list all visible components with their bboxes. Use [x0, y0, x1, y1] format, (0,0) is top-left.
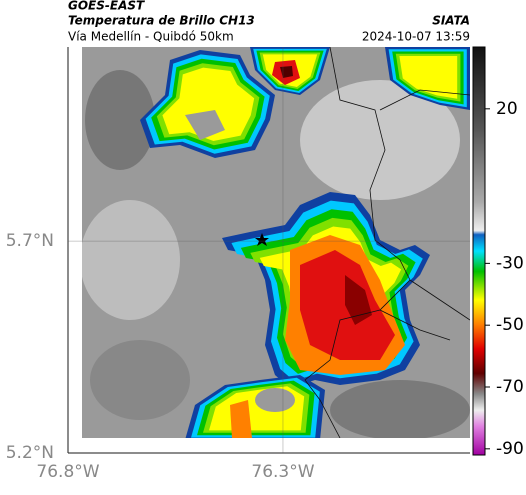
cloud-core: [230, 400, 252, 438]
cloud-core: [280, 66, 293, 78]
colorbar-tick-label: -50: [496, 315, 524, 335]
cloud-core: [185, 110, 225, 140]
x-tick-label: 76.8°W: [36, 462, 99, 482]
datetime: 2024-10-07 13:59: [362, 30, 470, 44]
subtitle: Vía Medellín - Quibdó 50km: [68, 30, 234, 44]
title: Temperatura de Brillo CH13: [68, 14, 255, 28]
y-tick-label: 5.2°N: [6, 443, 54, 463]
x-tick-label: 76.3°W: [251, 462, 314, 482]
axes: 76.8°W 76.3°W 5.7°N 5.2°N: [6, 47, 470, 482]
colorbar-tick-label: -70: [496, 377, 524, 397]
cloud-core: [255, 388, 295, 412]
colorbar-tick-label: -30: [496, 253, 524, 273]
colorbar-tick-label: 20: [496, 99, 518, 119]
source: GOES-EAST: [68, 0, 145, 13]
y-tick-label: 5.7°N: [6, 231, 54, 251]
cloud-core: [345, 275, 372, 325]
colorbar: [472, 46, 486, 456]
colorbar-tick-label: -90: [496, 439, 524, 459]
org: SIATA: [432, 14, 470, 28]
satellite-image: [82, 47, 470, 438]
header: GOES-EAST Temperatura de Brillo CH13 SIA…: [68, 0, 470, 44]
